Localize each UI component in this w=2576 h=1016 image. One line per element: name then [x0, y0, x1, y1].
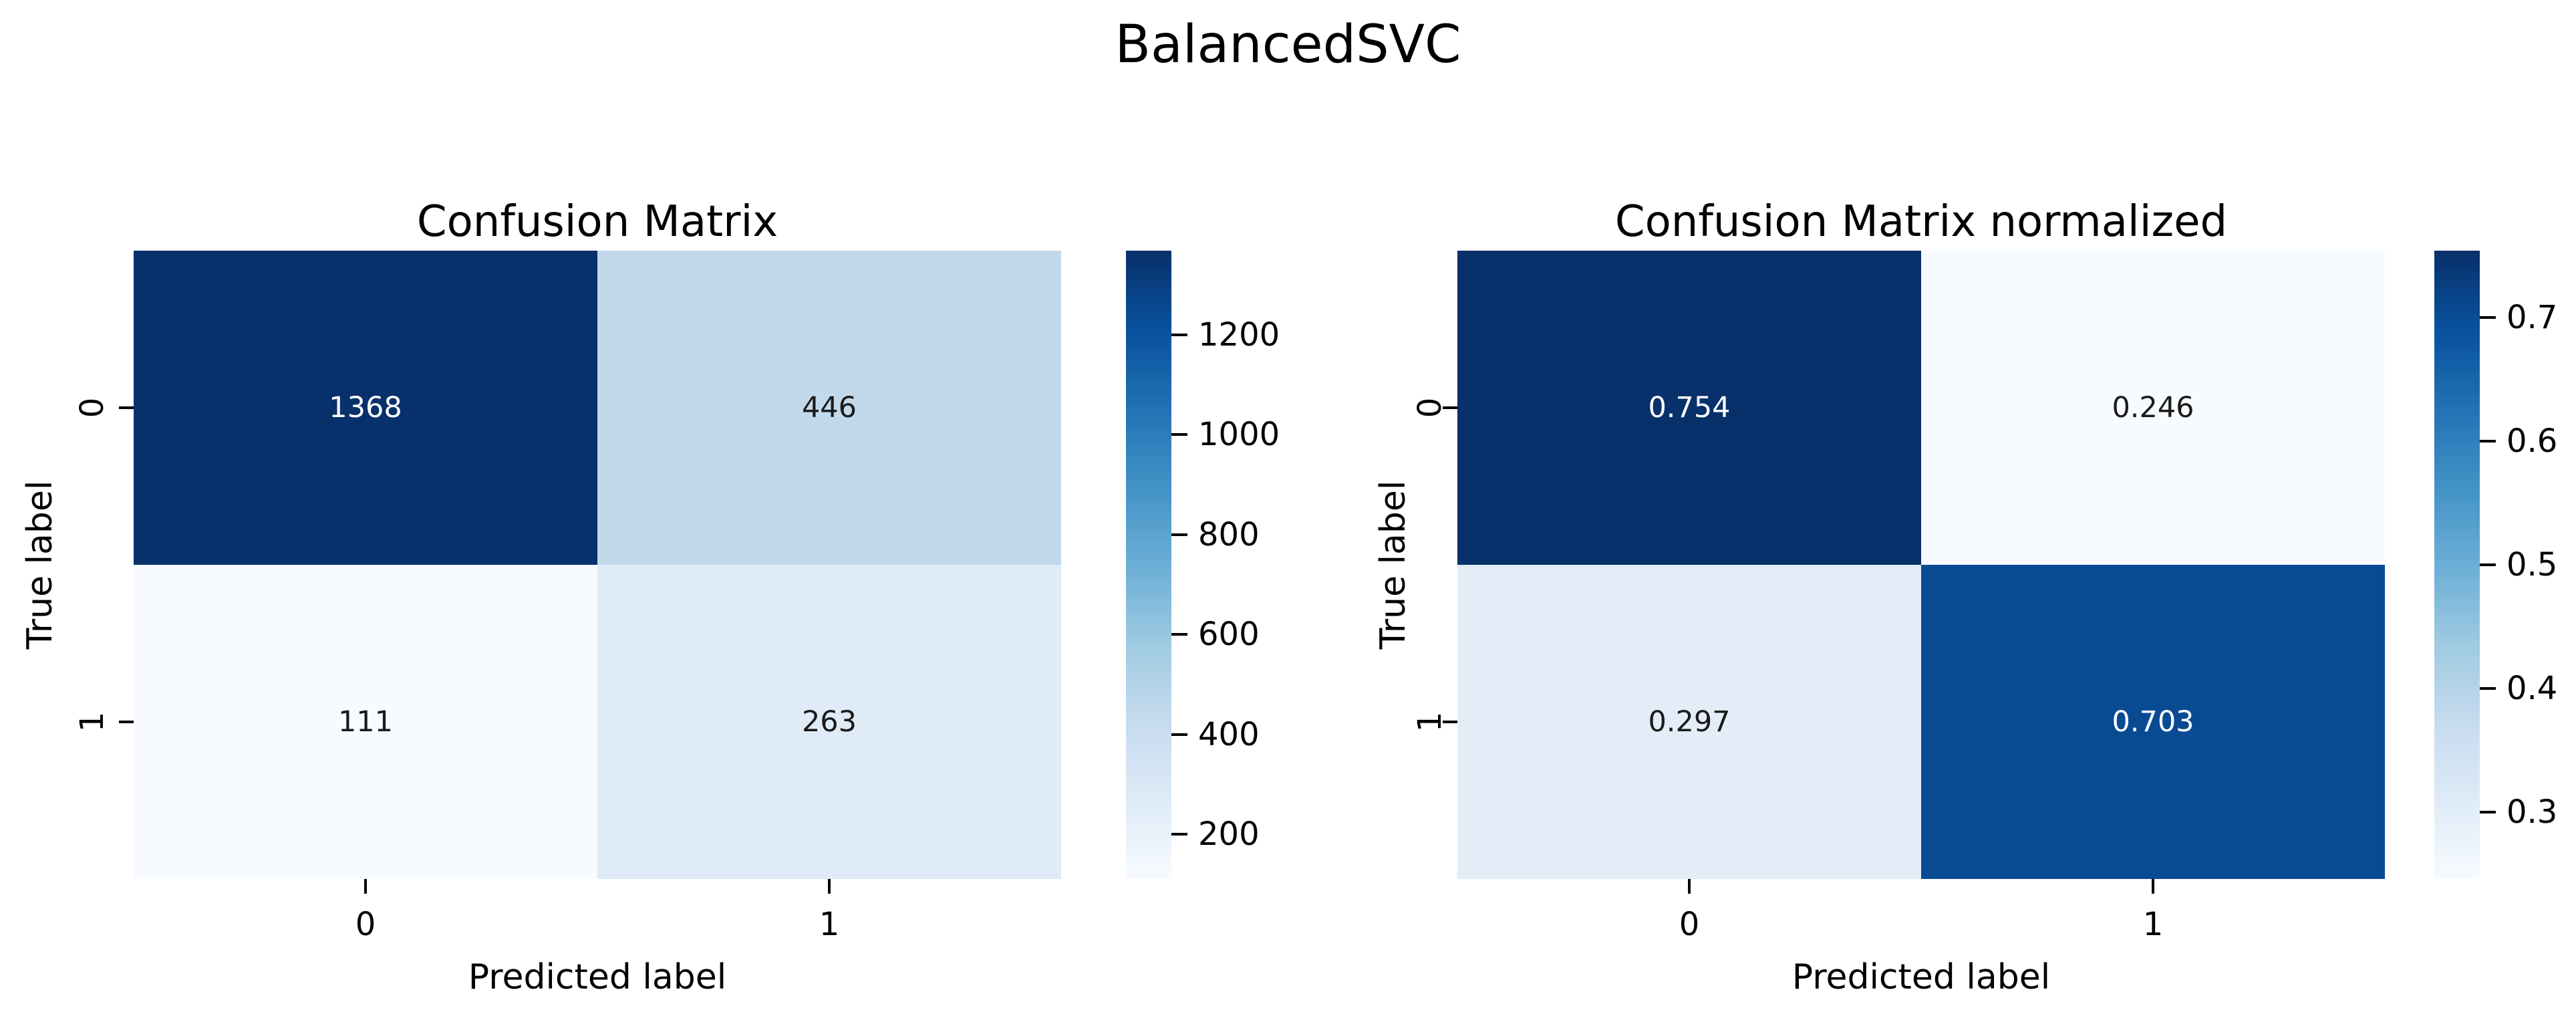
left-x-tickmark-0: [364, 879, 367, 894]
right-colorbar-tick-label: 0.7: [2507, 299, 2558, 336]
left-x-tick-1: 1: [819, 906, 840, 943]
left-y-tick-1: 1: [74, 711, 111, 733]
left-cell-r0c1: 446: [597, 251, 1061, 565]
left-y-axis-label: True label: [20, 480, 60, 650]
left-colorbar-tickmark-400: [1171, 733, 1187, 736]
left-x-tickmark-1: [828, 879, 831, 894]
left-panel-title: Confusion Matrix: [416, 197, 778, 247]
left-colorbar-tick-label: 600: [1198, 616, 1260, 653]
left-colorbar-tick-label: 800: [1198, 516, 1260, 553]
left-y-tickmark-1: [119, 721, 134, 723]
right-x-axis-label: Predicted label: [1792, 957, 2051, 997]
right-colorbar-tickmark-0.5: [2480, 563, 2496, 566]
right-y-tickmark-0: [1443, 406, 1457, 409]
left-cell-r1c1: 263: [597, 565, 1061, 879]
left-colorbar-tick-label: 200: [1198, 815, 1260, 853]
left-colorbar-tickmark-800: [1171, 533, 1187, 536]
right-colorbar-tickmark-0.6: [2480, 440, 2496, 442]
right-cell-r0c1: 0.246: [1921, 251, 2385, 565]
right-x-tickmark-0: [1688, 879, 1691, 894]
right-colorbar: [2434, 251, 2480, 879]
right-colorbar-tickmark-0.3: [2480, 811, 2496, 813]
left-x-tick-0: 0: [355, 906, 376, 943]
right-colorbar-tickmark-0.4: [2480, 687, 2496, 690]
left-y-tickmark-0: [119, 406, 134, 409]
left-colorbar-tick-label: 400: [1198, 716, 1260, 753]
right-cell-r1c0: 0.297: [1457, 565, 1921, 879]
figure-title: BalancedSVC: [1115, 15, 1461, 75]
right-y-tickmark-1: [1443, 721, 1457, 723]
left-cell-r0c0: 1368: [134, 251, 597, 565]
right-cell-r1c1: 0.703: [1921, 565, 2385, 879]
left-cell-r1c0: 111: [134, 565, 597, 879]
left-colorbar-tick-label: 1200: [1198, 316, 1280, 354]
left-colorbar-tickmark-1000: [1171, 433, 1187, 436]
left-y-tick-0: 0: [74, 397, 111, 418]
right-colorbar-tick-label: 0.6: [2507, 422, 2558, 460]
left-heatmap: 1368 446 111 263: [134, 251, 1061, 879]
right-colorbar-tick-label: 0.5: [2507, 546, 2558, 584]
right-x-tickmark-1: [2152, 879, 2154, 894]
left-colorbar-tickmark-600: [1171, 633, 1187, 636]
right-x-tick-1: 1: [2142, 906, 2164, 943]
right-x-tick-0: 0: [1679, 906, 1700, 943]
left-colorbar-tickmark-1200: [1171, 334, 1187, 336]
right-colorbar-tick-label: 0.4: [2507, 670, 2558, 707]
right-panel-title: Confusion Matrix normalized: [1614, 197, 2228, 247]
left-colorbar: [1126, 251, 1171, 879]
left-colorbar-tickmark-200: [1171, 833, 1187, 836]
left-x-axis-label: Predicted label: [468, 957, 727, 997]
right-heatmap: 0.754 0.246 0.297 0.703: [1457, 251, 2385, 879]
left-colorbar-tick-label: 1000: [1198, 416, 1280, 453]
right-colorbar-tick-label: 0.3: [2507, 793, 2558, 831]
right-cell-r0c0: 0.754: [1457, 251, 1921, 565]
right-y-axis-label: True label: [1373, 480, 1413, 650]
right-colorbar-tickmark-0.7: [2480, 316, 2496, 319]
